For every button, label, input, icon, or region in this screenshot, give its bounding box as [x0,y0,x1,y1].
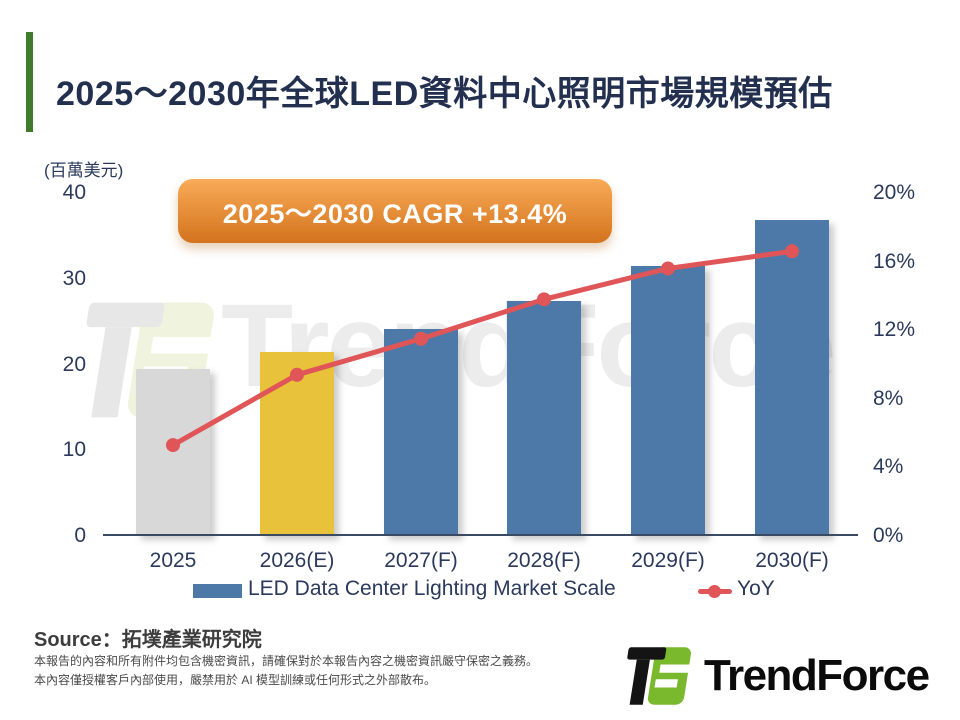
left-axis-unit-label: (百萬美元) [44,161,124,180]
x-axis-label-2025: 2025 [149,549,197,572]
title-accent-bar [26,32,33,132]
left-axis-tick-10: 10 [62,438,86,462]
page-title: 2025～2030年全球LED資料中心照明市場規模預估 [56,75,833,113]
legend-line-dot-icon [708,585,721,598]
yoy-point-2029(F) [661,261,675,276]
left-axis-tick-0: 0 [74,524,86,547]
x-axis-label-2030(F): 2030(F) [755,549,829,572]
x-axis-label-2028(F): 2028(F) [507,549,581,572]
yoy-point-2025 [166,438,180,453]
yoy-point-2028(F) [537,292,551,307]
y-axis-left: 40 30 20 10 0 [28,181,86,547]
yoy-line [170,248,795,448]
legend-bar-label: LED Data Center Lighting Market Scale [248,577,616,600]
bar-2030(F) [755,220,829,536]
bar-2027(F) [384,329,458,536]
bar-2026(E) [260,352,334,536]
right-axis-tick-0pct: 0% [873,524,904,547]
y-axis-right: 20% 16% 12% 8% 4% 0% [873,181,943,547]
bar-2028(F) [507,301,581,536]
legend-line-marker [698,585,732,598]
right-axis-tick-20pct: 20% [873,181,916,204]
legend-line-label: YoY [737,577,775,600]
plot-area [103,193,858,536]
left-axis-tick-20: 20 [62,352,86,376]
right-axis-tick-4pct: 4% [873,455,904,479]
x-axis-label-2026(E): 2026(E) [259,549,335,572]
right-axis-tick-16pct: 16% [873,249,916,273]
x-axis-labels: 2025 2026(E) 2027(F) 2028(F) 2029(F) 2030(F) [103,549,858,575]
yoy-point-2030(F) [785,244,799,259]
x-axis-label-2029(F): 2029(F) [631,549,705,572]
trendforce-logo-icon [627,647,691,705]
x-axis-line [103,534,858,536]
right-axis-tick-8pct: 8% [873,386,904,410]
bar-2029(F) [631,266,705,536]
disclaimer-line-2: 本內容僅授權客戶內部使用，嚴禁用於 AI 模型訓練或任何形式之外部散布。 [34,673,437,687]
disclaimer-line-1: 本報告的內容和所有附件均包含機密資訊，請確保對於本報告內容之機密資訊嚴守保密之義… [34,654,539,668]
trendforce-logo-wordmark: TrendForce [704,651,930,700]
yoy-point-2027(F) [414,331,428,346]
yoy-line-chart [166,244,799,453]
chart-legend: LED Data Center Lighting Market Scale Yo… [0,577,960,605]
left-axis-tick-30: 30 [62,266,86,290]
right-axis-tick-12pct: 12% [873,318,916,342]
legend-bar-swatch [193,584,242,598]
yoy-point-2026(E) [290,367,304,382]
cagr-annotation-text: 2025～2030 CAGR +13.4% [222,198,568,229]
x-axis-label-2027(F): 2027(F) [384,549,458,572]
source-text: Source：拓墣產業研究院 [34,629,262,651]
trendforce-logo: TrendForce [612,644,930,708]
cagr-annotation-badge: 2025～2030 CAGR +13.4% [178,179,612,243]
left-axis-tick-40: 40 [62,181,86,204]
